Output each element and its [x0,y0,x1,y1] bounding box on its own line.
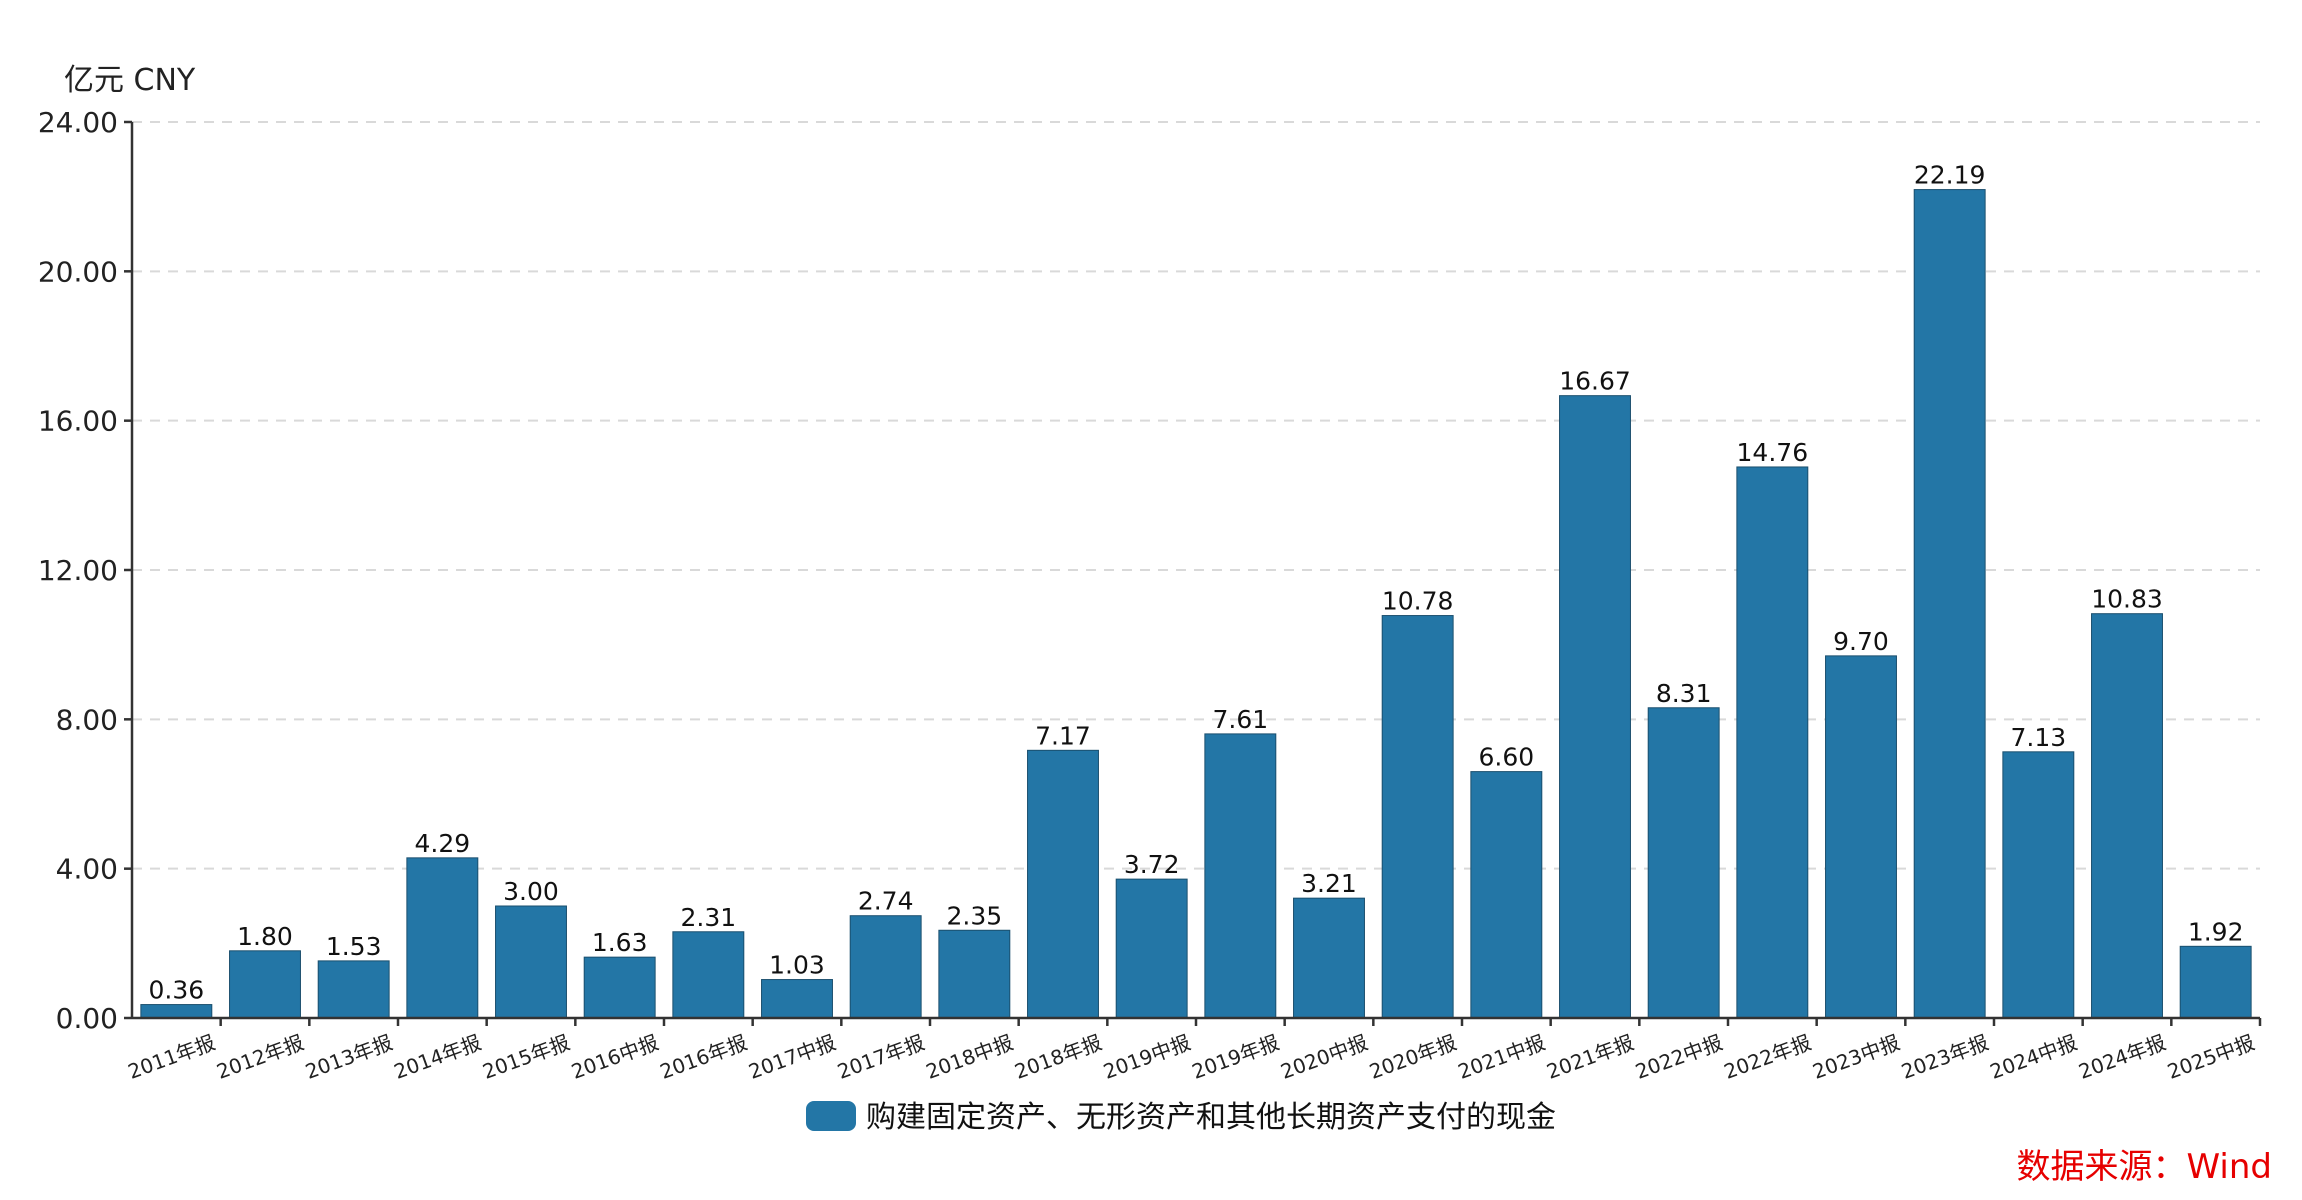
y-tick-label: 4.00 [56,853,118,886]
bar [1027,749,1099,1019]
legend-swatch [806,1101,856,1131]
x-tick-label: 2022中报 [1632,1030,1726,1084]
bar [495,905,567,1019]
x-tick-label: 2020年报 [1366,1030,1460,1084]
bar [1825,655,1897,1019]
y-axis-unit-label: 亿元 CNY [64,63,196,98]
bar [1559,395,1631,1019]
x-tick-label: 2019中报 [1100,1030,1194,1084]
bar [672,931,745,1019]
y-tick-label: 12.00 [38,554,118,587]
x-tick-label: 2025中报 [2164,1030,2258,1084]
bar [406,857,479,1019]
y-tick-label: 8.00 [56,703,118,736]
x-tick-label: 2023年报 [1898,1030,1992,1084]
x-tick-label: 2022年报 [1721,1030,1815,1084]
bar [1470,771,1543,1019]
data-label: 14.76 [1737,438,1809,467]
data-label: 1.92 [2188,917,2244,946]
bar [583,956,656,1019]
y-tick-label: 0.00 [56,1002,118,1035]
data-label: 10.83 [2091,585,2163,614]
bar [761,979,833,1019]
x-tick-label: 2015年报 [479,1030,573,1084]
data-label: 1.53 [326,932,382,961]
x-tick-label: 2012年报 [213,1030,307,1084]
x-tick-label: 2017中报 [745,1030,839,1084]
x-axis-ticks: 2011年报2012年报2013年报2014年报2015年报2016中报2016… [125,1018,2262,1084]
bar [1115,878,1188,1019]
bars [140,189,2252,1019]
x-tick-label: 2014年报 [391,1030,485,1084]
x-tick-label: 2018年报 [1011,1030,1105,1084]
x-tick-label: 2021中报 [1455,1030,1549,1084]
data-label: 8.31 [1656,679,1712,708]
data-label: 16.67 [1559,367,1631,396]
x-tick-label: 2023中报 [1809,1030,1903,1084]
data-label: 7.61 [1212,705,1268,734]
x-tick-label: 2020中报 [1277,1030,1371,1084]
gridlines [132,121,2260,870]
bar [229,950,301,1019]
bar [1204,733,1277,1019]
bar [1293,897,1365,1019]
bar [140,1004,213,1019]
data-label: 2.31 [680,903,736,932]
data-source: 数据来源：Wind [2017,1147,2272,1187]
data-label: 2.74 [858,887,914,916]
y-tick-label: 20.00 [38,255,118,288]
bar [2091,613,2163,1019]
data-label: 6.60 [1478,743,1534,772]
data-label: 0.36 [148,976,204,1005]
x-tick-label: 2013年报 [302,1030,396,1084]
x-tick-label: 2016中报 [568,1030,662,1084]
bar [1913,189,1986,1019]
y-axis-ticks: 0.00 4.00 8.00 12.00 16.00 20.00 24.00 [38,106,132,1035]
bar [1736,466,1809,1019]
data-label: 10.78 [1382,587,1454,616]
bar [849,915,922,1019]
data-label: 1.03 [769,951,825,980]
x-tick-label: 2021年报 [1543,1030,1637,1084]
data-label: 7.13 [2010,723,2066,752]
x-tick-label: 2016年报 [657,1030,751,1084]
bar [1647,707,1720,1019]
data-label: 3.00 [503,877,559,906]
x-tick-label: 2024年报 [2075,1030,2169,1084]
x-tick-label: 2018中报 [923,1030,1017,1084]
data-label: 1.80 [237,922,293,951]
data-label: 3.21 [1301,869,1357,898]
data-label: 3.72 [1124,850,1180,879]
bar [1381,615,1454,1019]
data-labels: 0.36 1.80 1.53 4.29 3.00 1.63 2.31 1.03 2.74 2.35… [148,161,2243,1005]
data-label: 4.29 [414,829,470,858]
bar [317,960,390,1019]
x-tick-label: 2011年报 [125,1030,219,1084]
x-tick-label: 2024中报 [1987,1030,2081,1084]
data-label: 9.70 [1833,627,1889,656]
bar [938,929,1011,1019]
data-label: 1.63 [592,928,648,957]
bar [2179,945,2252,1019]
y-tick-label: 16.00 [38,405,118,438]
bar [2002,751,2075,1019]
legend-label: 购建固定资产、无形资产和其他长期资产支付的现金 [866,1100,1556,1135]
data-label: 2.35 [946,901,1002,930]
x-tick-label: 2017年报 [834,1030,928,1084]
legend: 购建固定资产、无形资产和其他长期资产支付的现金 [806,1100,1556,1135]
data-label: 22.19 [1914,161,1986,190]
x-tick-label: 2019年报 [1189,1030,1283,1084]
data-label: 7.17 [1035,721,1091,750]
y-tick-label: 24.00 [38,106,118,139]
